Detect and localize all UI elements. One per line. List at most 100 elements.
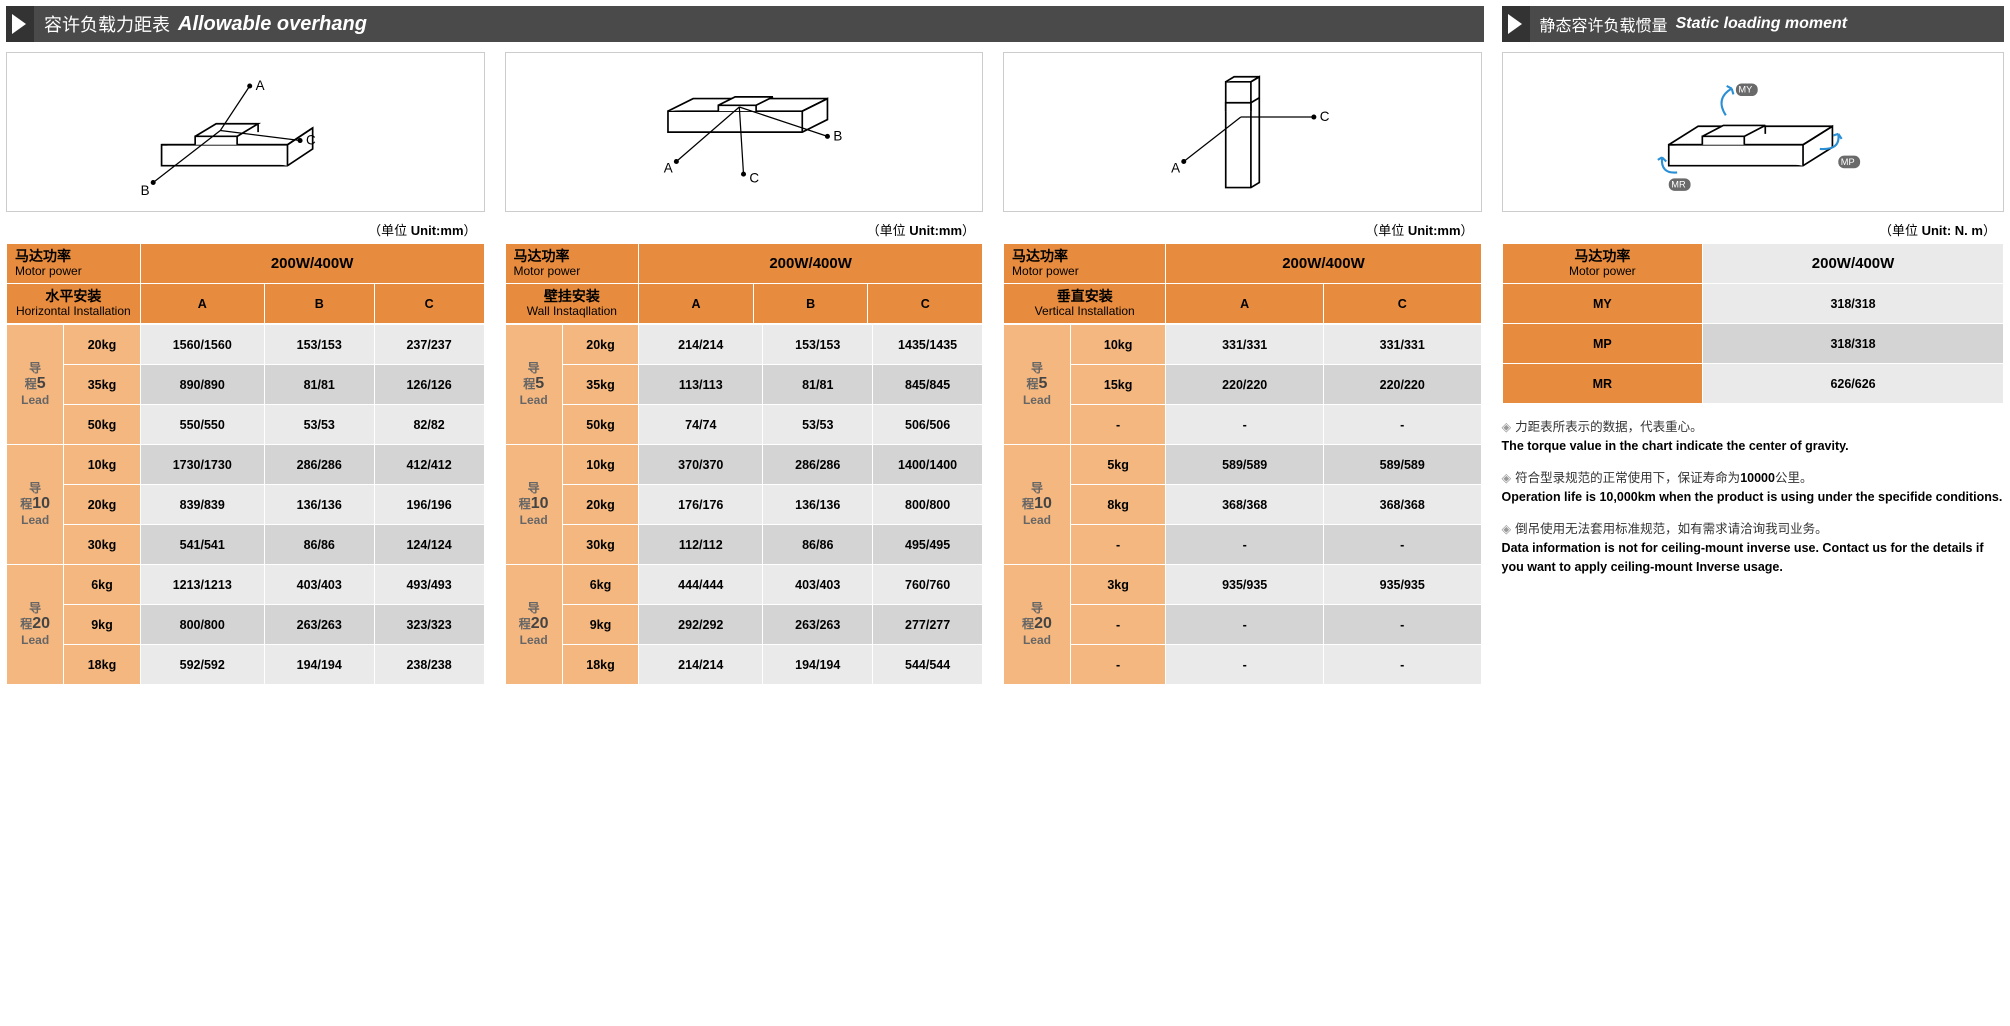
table-row: 8kg368/368368/368 (1004, 485, 1482, 525)
data-cell: 495/495 (873, 525, 983, 565)
data-cell: 1400/1400 (873, 445, 983, 485)
table-row: 导程20Lead6kg1213/1213403/403493/493 (7, 565, 485, 605)
data-cell: 153/153 (264, 325, 374, 365)
data-cell: 890/890 (140, 365, 264, 405)
data-cell: - (1166, 605, 1324, 645)
data-cell: 126/126 (374, 365, 484, 405)
table-row: 18kg214/214194/194544/544 (505, 645, 983, 685)
weight-cell: 30kg (562, 525, 638, 565)
weight-cell: 5kg (1070, 445, 1166, 485)
weight-cell: 3kg (1070, 565, 1166, 605)
lead-cell: 导程20Lead (7, 565, 64, 685)
data-cell: 845/845 (873, 365, 983, 405)
weight-cell: 18kg (64, 645, 140, 685)
diagram-horizontal: A B C (6, 52, 485, 212)
data-cell: 403/403 (763, 565, 873, 605)
data-cell: 82/82 (374, 405, 484, 445)
weight-cell: 30kg (64, 525, 140, 565)
unit-4: （单位 Unit: N. m） (1502, 220, 2004, 239)
table-row: --- (1004, 525, 1482, 565)
header-moment: 静态容许负载惯量 Static loading moment (1502, 6, 2004, 42)
header-overhang: 容许负载力距表 Allowable overhang (6, 6, 1484, 42)
svg-text:C: C (750, 170, 760, 185)
svg-text:B: B (140, 183, 149, 198)
data-cell: 368/368 (1166, 485, 1324, 525)
diagram-wall: A B C (505, 52, 984, 212)
weight-cell: 18kg (562, 645, 638, 685)
table-row: 30kg112/11286/86495/495 (505, 525, 983, 565)
table-row: 50kg74/7453/53506/506 (505, 405, 983, 445)
data-cell: 412/412 (374, 445, 484, 485)
weight-cell: 20kg (64, 485, 140, 525)
header-en: Allowable overhang (178, 13, 367, 36)
data-cell: 113/113 (639, 365, 763, 405)
table-row: 导程10Lead10kg370/370286/2861400/1400 (505, 445, 983, 485)
data-cell: 112/112 (639, 525, 763, 565)
data-cell: 136/136 (264, 485, 374, 525)
data-cell: 444/444 (639, 565, 763, 605)
table-row: 导程5Lead20kg214/214153/1531435/1435 (505, 325, 983, 365)
data-cell: 81/81 (264, 365, 374, 405)
table-row: 导程5Lead20kg1560/1560153/153237/237 (7, 325, 485, 365)
table-row: 20kg176/176136/136800/800 (505, 485, 983, 525)
data-cell: 292/292 (639, 605, 763, 645)
data-cell: - (1166, 645, 1324, 685)
data-cell: 86/86 (264, 525, 374, 565)
data-cell: 237/237 (374, 325, 484, 365)
table-row: 20kg839/839136/136196/196 (7, 485, 485, 525)
svg-text:MY: MY (1738, 85, 1752, 95)
lead-cell: 导程20Lead (1004, 565, 1071, 685)
data-cell: 214/214 (639, 645, 763, 685)
svg-text:C: C (1320, 109, 1330, 124)
data-cell: 589/589 (1166, 445, 1324, 485)
header2-cn: 静态容许负载惯量 (1540, 12, 1668, 36)
lead-cell: 导程10Lead (7, 445, 64, 565)
weight-cell: 10kg (1070, 325, 1166, 365)
weight-cell: 20kg (562, 325, 638, 365)
table-horizontal: 马达功率Motor power200W/400W 水平安装Horizontal … (6, 243, 485, 324)
data-cell: 935/935 (1166, 565, 1324, 605)
notes: ◈力距表所表示的数据，代表重心。The torque value in the … (1502, 418, 2004, 578)
data-cell: 220/220 (1323, 365, 1481, 405)
data-cell: - (1323, 605, 1481, 645)
data-cell: 1213/1213 (140, 565, 264, 605)
data-cell: 1435/1435 (873, 325, 983, 365)
svg-text:MR: MR (1671, 179, 1686, 189)
data-cell: 136/136 (763, 485, 873, 525)
table-row: --- (1004, 405, 1482, 445)
data-cell: 1560/1560 (140, 325, 264, 365)
data-cell: 277/277 (873, 605, 983, 645)
table-vertical: 马达功率Motor power200W/400W 垂直安装Vertical In… (1003, 243, 1482, 324)
data-cell: - (1323, 525, 1481, 565)
unit-1: （单位 Unit:mm） (6, 220, 485, 239)
data-cell: 550/550 (140, 405, 264, 445)
unit-3: （单位 Unit:mm） (1003, 220, 1482, 239)
weight-cell: 10kg (562, 445, 638, 485)
data-cell: 196/196 (374, 485, 484, 525)
data-cell: 493/493 (374, 565, 484, 605)
data-cell: 323/323 (374, 605, 484, 645)
data-cell: 263/263 (763, 605, 873, 645)
diagram-vertical: A C (1003, 52, 1482, 212)
svg-text:C: C (306, 133, 316, 148)
table-row: 35kg113/11381/81845/845 (505, 365, 983, 405)
table-row: 9kg292/292263/263277/277 (505, 605, 983, 645)
weight-cell: - (1070, 605, 1166, 645)
table-row: 导程10Lead5kg589/589589/589 (1004, 445, 1482, 485)
data-cell: 86/86 (763, 525, 873, 565)
weight-cell: - (1070, 405, 1166, 445)
table-row: 导程5Lead10kg331/331331/331 (1004, 325, 1482, 365)
weight-cell: 10kg (64, 445, 140, 485)
lead-cell: 导程20Lead (505, 565, 562, 685)
data-cell: 331/331 (1166, 325, 1324, 365)
data-cell: 589/589 (1323, 445, 1481, 485)
table-row: 导程20Lead6kg444/444403/403760/760 (505, 565, 983, 605)
weight-cell: 20kg (562, 485, 638, 525)
data-cell: 592/592 (140, 645, 264, 685)
weight-cell: 8kg (1070, 485, 1166, 525)
data-cell: - (1166, 405, 1324, 445)
data-cell: - (1323, 405, 1481, 445)
weight-cell: 15kg (1070, 365, 1166, 405)
data-cell: 800/800 (140, 605, 264, 645)
data-cell: 238/238 (374, 645, 484, 685)
